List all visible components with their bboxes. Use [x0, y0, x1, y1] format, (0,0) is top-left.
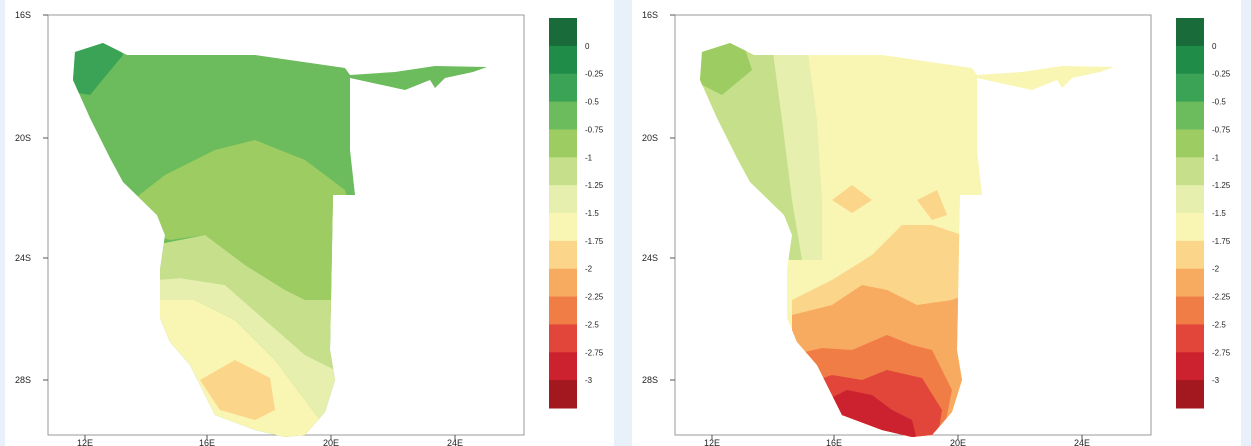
colorbar-swatch [549, 213, 577, 242]
x-tick-label: 16E [199, 438, 215, 446]
colorbar-swatch [1176, 185, 1204, 214]
colorbar-label: -1.5 [585, 209, 599, 218]
map-panel-right: 12E 16E 20E 24E 16S 20S 24S 28S 0 -0.25 -0.5 -0.7… [632, 0, 1241, 446]
colorbar-swatch [549, 185, 577, 214]
colorbar-label: -2.25 [1212, 293, 1231, 302]
y-tick-label: 24S [15, 253, 31, 263]
colorbar-swatch [1176, 129, 1204, 158]
x-tick-label: 20E [950, 438, 966, 446]
colorbar-swatch [1176, 296, 1204, 325]
colorbar-swatch [1176, 268, 1204, 298]
y-tick-label: 20S [15, 133, 31, 143]
colorbar-label: -2.5 [1212, 320, 1226, 329]
map-panel-left: 12E 16E 20E 24E 16S 20S 24S 28S 0 -0.25 -0.5 -0.7… [5, 0, 614, 446]
colorbar-label: -0.25 [1212, 70, 1231, 79]
colorbar-swatch [549, 45, 577, 75]
colorbar-swatch [549, 73, 577, 103]
colorbar-label: 0 [585, 42, 590, 51]
y-tick-label: 24S [642, 253, 658, 263]
colorbar-swatch [1176, 157, 1204, 186]
colorbar-label: -0.75 [1212, 125, 1231, 134]
colorbar-swatch [549, 157, 577, 186]
colorbar-swatch [549, 129, 577, 158]
y-axis-left: 16S 20S 24S 28S [15, 10, 48, 385]
colorbar-label: -0.5 [1212, 98, 1226, 107]
colorbar-label: -1.75 [1212, 237, 1231, 246]
colorbar-label: -0.5 [585, 98, 599, 107]
contour-fill-right [700, 43, 1114, 437]
colorbar-label: -0.25 [585, 70, 604, 79]
x-tick-label: 24E [1074, 438, 1090, 446]
y-tick-label: 16S [642, 10, 658, 20]
colorbar-swatch [549, 101, 577, 130]
x-tick-label: 16E [826, 438, 842, 446]
colorbar-label: -2 [1212, 265, 1220, 274]
map-left-svg: 12E 16E 20E 24E 16S 20S 24S 28S 0 -0.25 -0.5 -0.7… [15, 10, 604, 446]
x-tick-label: 12E [704, 438, 720, 446]
colorbar-label: -0.75 [585, 125, 604, 134]
x-tick-label: 24E [447, 438, 463, 446]
colorbar-label: -1.5 [1212, 209, 1226, 218]
colorbar-swatch [549, 352, 577, 381]
colorbar-label: -2.5 [585, 320, 599, 329]
colorbar-swatch [549, 324, 577, 353]
colorbar-label: -2.25 [585, 293, 604, 302]
colorbar-swatch [549, 240, 577, 270]
colorbar-swatch [549, 296, 577, 325]
x-axis-right: 12E 16E 20E 24E [704, 435, 1090, 446]
x-tick-label: 20E [323, 438, 339, 446]
colorbar-label: -1 [585, 153, 593, 162]
x-axis-left: 12E 16E 20E 24E [77, 435, 463, 446]
colorbar-label: -1.75 [585, 237, 604, 246]
colorbar-swatch [1176, 380, 1204, 409]
y-tick-label: 28S [15, 375, 31, 385]
y-axis-right: 16S 20S 24S 28S [642, 10, 675, 385]
map-right-svg: 12E 16E 20E 24E 16S 20S 24S 28S 0 -0.25 -0.5 -0.7… [642, 10, 1231, 446]
contour-fill-left [73, 43, 487, 437]
colorbar-swatch [1176, 73, 1204, 103]
colorbar-label: -1.25 [1212, 181, 1231, 190]
colorbar-swatch [1176, 324, 1204, 353]
colorbar-swatch [1176, 213, 1204, 242]
colorbar-swatch [549, 18, 577, 47]
colorbar-left: 0 -0.25 -0.5 -0.75 -1 -1.25 -1.5 -1.75 -2 -2.25 -2… [549, 18, 604, 409]
y-tick-label: 20S [642, 133, 658, 143]
colorbar-label: 0 [1212, 42, 1217, 51]
colorbar-swatch [549, 380, 577, 409]
colorbar-label: -3 [1212, 376, 1220, 385]
colorbar-label: -1.25 [585, 181, 604, 190]
colorbar-swatch [1176, 101, 1204, 130]
y-tick-label: 16S [15, 10, 31, 20]
colorbar-swatch [1176, 45, 1204, 75]
colorbar-label: -1 [1212, 153, 1220, 162]
colorbar-swatch [1176, 240, 1204, 270]
colorbar-label: -2.75 [585, 348, 604, 357]
colorbar-swatch [549, 268, 577, 298]
y-tick-label: 28S [642, 375, 658, 385]
colorbar-label: -3 [585, 376, 593, 385]
colorbar-right: 0 -0.25 -0.5 -0.75 -1 -1.25 -1.5 -1.75 -2 -2.25 -2… [1176, 18, 1231, 409]
colorbar-swatch [1176, 352, 1204, 381]
x-tick-label: 12E [77, 438, 93, 446]
colorbar-swatch [1176, 18, 1204, 47]
colorbar-label: -2.75 [1212, 348, 1231, 357]
colorbar-label: -2 [585, 265, 593, 274]
